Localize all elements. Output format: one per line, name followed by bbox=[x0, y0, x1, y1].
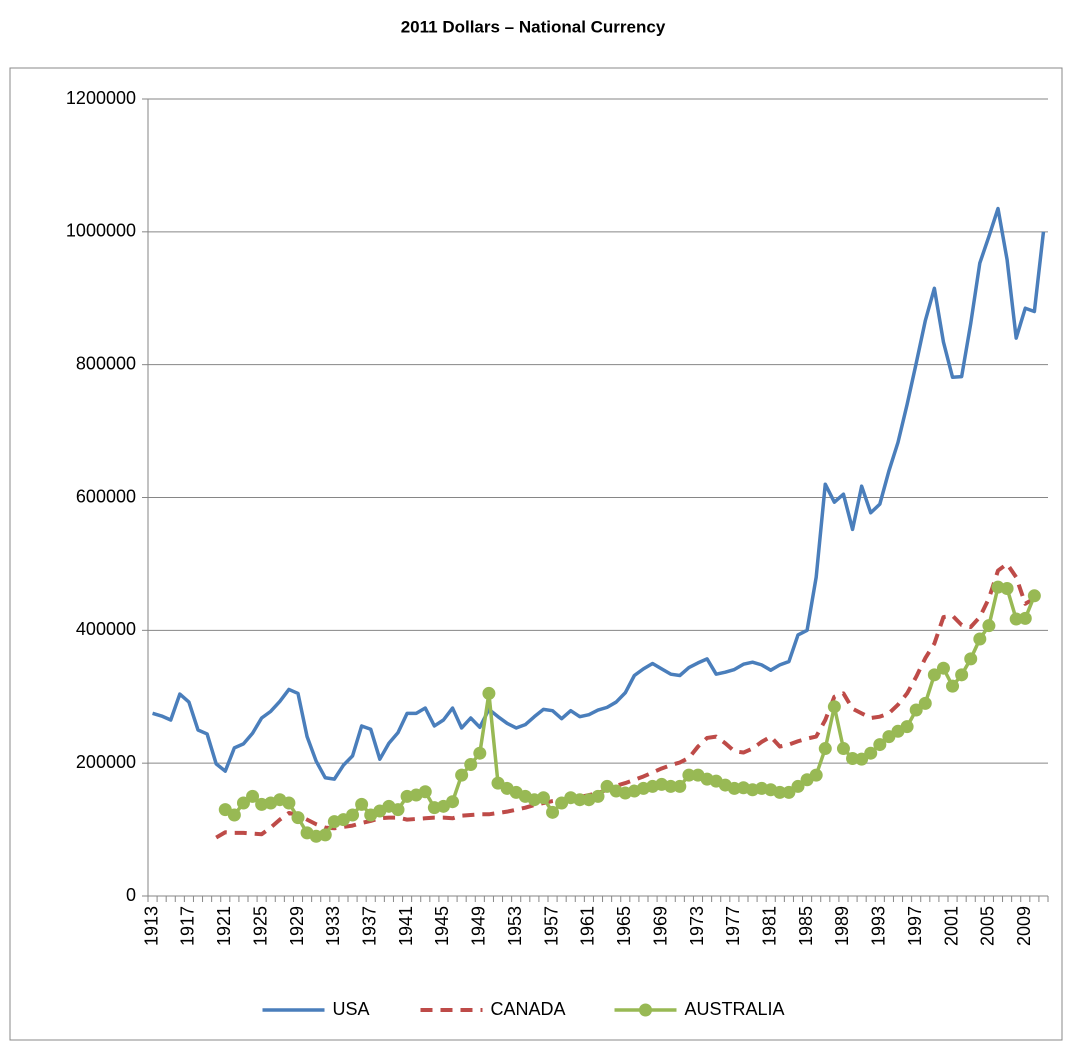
point-marker bbox=[282, 796, 296, 810]
chart-title: 2011 Dollars – National Currency bbox=[401, 17, 666, 36]
legend-label: USA bbox=[333, 999, 370, 1019]
point-marker bbox=[973, 632, 987, 646]
x-tick-label: 1961 bbox=[578, 906, 598, 946]
point-marker bbox=[391, 803, 405, 817]
point-marker bbox=[318, 828, 332, 842]
line-series bbox=[152, 206, 1046, 781]
x-tick-label: 1933 bbox=[323, 906, 343, 946]
point-marker bbox=[964, 652, 978, 666]
point-marker bbox=[918, 696, 932, 710]
point-marker bbox=[1000, 581, 1014, 595]
point-marker bbox=[291, 811, 305, 825]
point-marker bbox=[246, 789, 260, 803]
point-marker bbox=[455, 768, 469, 782]
legend-label: AUSTRALIA bbox=[685, 999, 785, 1019]
line-series bbox=[215, 561, 1036, 840]
x-tick-label: 1953 bbox=[505, 906, 525, 946]
x-tick-label: 2009 bbox=[1014, 906, 1034, 946]
y-tick-label: 400000 bbox=[76, 619, 136, 639]
point-marker bbox=[682, 768, 696, 782]
x-tick-label: 1957 bbox=[541, 906, 561, 946]
y-tick-label: 1000000 bbox=[66, 221, 136, 241]
x-tick-label: 1989 bbox=[832, 906, 852, 946]
x-tick-label: 1993 bbox=[869, 906, 889, 946]
point-marker bbox=[546, 805, 560, 819]
point-marker bbox=[346, 808, 360, 822]
y-tick-label: 200000 bbox=[76, 752, 136, 772]
x-tick-label: 2005 bbox=[978, 906, 998, 946]
point-marker bbox=[909, 703, 923, 717]
point-marker bbox=[536, 791, 550, 805]
point-marker bbox=[836, 742, 850, 756]
x-tick-label: 1925 bbox=[250, 906, 270, 946]
point-marker bbox=[446, 795, 460, 809]
point-marker bbox=[773, 785, 787, 799]
chart-border bbox=[9, 67, 1063, 1041]
x-tick-label: 1929 bbox=[287, 906, 307, 946]
x-tick-label: 1973 bbox=[687, 906, 707, 946]
x-tick-label: 1965 bbox=[614, 906, 634, 946]
x-tick-label: 1981 bbox=[759, 906, 779, 946]
point-marker bbox=[809, 768, 823, 782]
point-marker bbox=[573, 793, 587, 807]
point-marker bbox=[927, 668, 941, 682]
point-marker bbox=[946, 679, 960, 693]
x-tick-label: 1985 bbox=[796, 906, 816, 946]
point-marker bbox=[900, 720, 914, 734]
y-tick-label: 800000 bbox=[76, 353, 136, 373]
point-marker bbox=[664, 779, 678, 793]
point-marker bbox=[236, 796, 250, 810]
y-tick-label: 1200000 bbox=[66, 88, 136, 108]
x-tick-label: 1969 bbox=[650, 906, 670, 946]
point-marker bbox=[827, 700, 841, 714]
point-marker bbox=[955, 668, 969, 682]
x-tick-label: 1921 bbox=[214, 906, 234, 946]
x-tick-label: 1913 bbox=[141, 906, 161, 946]
point-marker bbox=[818, 742, 832, 756]
point-marker bbox=[673, 779, 687, 793]
point-marker bbox=[873, 738, 887, 752]
x-tick-label: 1977 bbox=[723, 906, 743, 946]
point-marker bbox=[1018, 611, 1032, 625]
x-tick-label: 2001 bbox=[941, 906, 961, 946]
point-marker bbox=[464, 757, 478, 771]
x-tick-label: 1937 bbox=[359, 906, 379, 946]
y-tick-label: 600000 bbox=[76, 486, 136, 506]
point-marker bbox=[227, 808, 241, 822]
y-tick-label: 0 bbox=[126, 885, 136, 905]
point-marker bbox=[355, 797, 369, 811]
point-marker bbox=[591, 789, 605, 803]
legend-label: CANADA bbox=[491, 999, 566, 1019]
point-marker bbox=[473, 746, 487, 760]
point-marker bbox=[982, 619, 996, 633]
point-marker bbox=[1027, 589, 1041, 603]
point-marker bbox=[864, 746, 878, 760]
x-tick-label: 1917 bbox=[178, 906, 198, 946]
x-tick-label: 1949 bbox=[469, 906, 489, 946]
point-marker bbox=[418, 785, 432, 799]
x-tick-label: 1997 bbox=[905, 906, 925, 946]
x-tick-label: 1945 bbox=[432, 906, 452, 946]
x-tick-label: 1941 bbox=[396, 906, 416, 946]
point-marker bbox=[936, 661, 950, 675]
point-marker bbox=[791, 779, 805, 793]
legend-marker bbox=[639, 1003, 652, 1017]
point-marker bbox=[482, 686, 496, 700]
